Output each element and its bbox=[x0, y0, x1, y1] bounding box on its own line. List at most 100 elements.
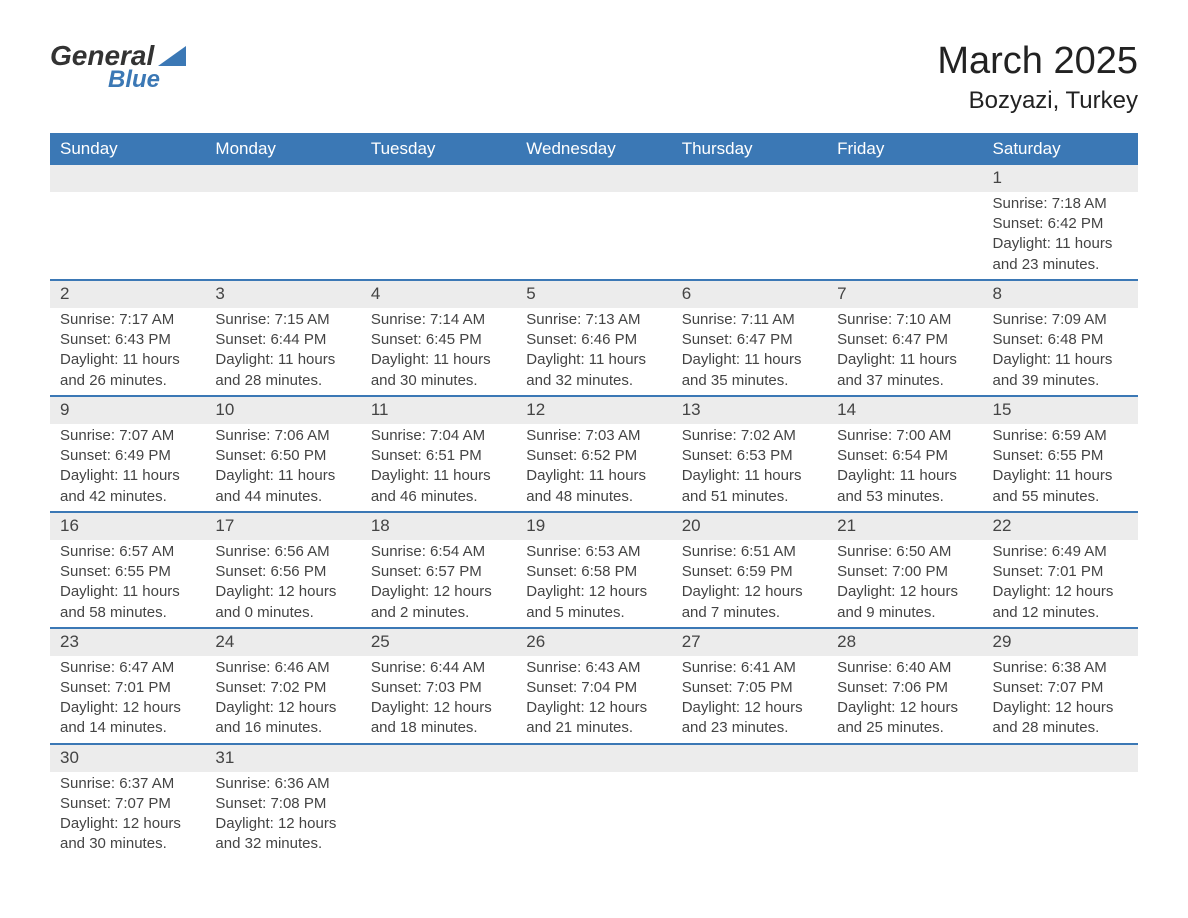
day-details: Sunrise: 7:09 AMSunset: 6:48 PMDaylight:… bbox=[983, 308, 1138, 395]
day-number bbox=[827, 745, 982, 772]
calendar-day: 18Sunrise: 6:54 AMSunset: 6:57 PMDayligh… bbox=[361, 512, 516, 628]
calendar-day: 25Sunrise: 6:44 AMSunset: 7:03 PMDayligh… bbox=[361, 628, 516, 744]
calendar-day: 7Sunrise: 7:10 AMSunset: 6:47 PMDaylight… bbox=[827, 280, 982, 396]
calendar-empty bbox=[50, 165, 205, 280]
calendar-empty bbox=[983, 744, 1138, 859]
day-details bbox=[983, 772, 1138, 778]
calendar-day: 17Sunrise: 6:56 AMSunset: 6:56 PMDayligh… bbox=[205, 512, 360, 628]
day-details: Sunrise: 7:15 AMSunset: 6:44 PMDaylight:… bbox=[205, 308, 360, 395]
calendar-row: 23Sunrise: 6:47 AMSunset: 7:01 PMDayligh… bbox=[50, 628, 1138, 744]
calendar-day: 2Sunrise: 7:17 AMSunset: 6:43 PMDaylight… bbox=[50, 280, 205, 396]
calendar-empty bbox=[827, 744, 982, 859]
day-number: 7 bbox=[827, 281, 982, 308]
calendar-row: 2Sunrise: 7:17 AMSunset: 6:43 PMDaylight… bbox=[50, 280, 1138, 396]
calendar-day: 8Sunrise: 7:09 AMSunset: 6:48 PMDaylight… bbox=[983, 280, 1138, 396]
day-number: 17 bbox=[205, 513, 360, 540]
title-month: March 2025 bbox=[937, 40, 1138, 83]
calendar-day: 28Sunrise: 6:40 AMSunset: 7:06 PMDayligh… bbox=[827, 628, 982, 744]
day-details: Sunrise: 7:13 AMSunset: 6:46 PMDaylight:… bbox=[516, 308, 671, 395]
calendar-empty bbox=[672, 744, 827, 859]
day-number: 5 bbox=[516, 281, 671, 308]
weekday-header: Wednesday bbox=[516, 133, 671, 165]
day-number: 6 bbox=[672, 281, 827, 308]
day-number bbox=[361, 165, 516, 192]
day-number: 30 bbox=[50, 745, 205, 772]
logo: General Blue bbox=[50, 40, 186, 94]
day-number: 8 bbox=[983, 281, 1138, 308]
day-details bbox=[672, 192, 827, 198]
day-details bbox=[361, 772, 516, 778]
logo-text-blue: Blue bbox=[108, 66, 160, 94]
day-number: 22 bbox=[983, 513, 1138, 540]
calendar-day: 14Sunrise: 7:00 AMSunset: 6:54 PMDayligh… bbox=[827, 396, 982, 512]
calendar-empty bbox=[516, 165, 671, 280]
day-number bbox=[50, 165, 205, 192]
calendar-table: SundayMondayTuesdayWednesdayThursdayFrid… bbox=[50, 133, 1138, 859]
day-number: 9 bbox=[50, 397, 205, 424]
calendar-body: 1Sunrise: 7:18 AMSunset: 6:42 PMDaylight… bbox=[50, 165, 1138, 859]
calendar-day: 21Sunrise: 6:50 AMSunset: 7:00 PMDayligh… bbox=[827, 512, 982, 628]
weekday-header: Tuesday bbox=[361, 133, 516, 165]
calendar-day: 11Sunrise: 7:04 AMSunset: 6:51 PMDayligh… bbox=[361, 396, 516, 512]
calendar-empty bbox=[672, 165, 827, 280]
day-number: 29 bbox=[983, 629, 1138, 656]
day-number bbox=[672, 165, 827, 192]
calendar-day: 19Sunrise: 6:53 AMSunset: 6:58 PMDayligh… bbox=[516, 512, 671, 628]
day-number: 27 bbox=[672, 629, 827, 656]
calendar-empty bbox=[205, 165, 360, 280]
logo-triangle-icon bbox=[158, 46, 186, 66]
day-details: Sunrise: 7:06 AMSunset: 6:50 PMDaylight:… bbox=[205, 424, 360, 511]
day-number: 18 bbox=[361, 513, 516, 540]
day-number bbox=[205, 165, 360, 192]
calendar-day: 5Sunrise: 7:13 AMSunset: 6:46 PMDaylight… bbox=[516, 280, 671, 396]
calendar-day: 15Sunrise: 6:59 AMSunset: 6:55 PMDayligh… bbox=[983, 396, 1138, 512]
day-number: 13 bbox=[672, 397, 827, 424]
day-details: Sunrise: 6:49 AMSunset: 7:01 PMDaylight:… bbox=[983, 540, 1138, 627]
day-details: Sunrise: 6:40 AMSunset: 7:06 PMDaylight:… bbox=[827, 656, 982, 743]
day-details: Sunrise: 7:17 AMSunset: 6:43 PMDaylight:… bbox=[50, 308, 205, 395]
weekday-header: Monday bbox=[205, 133, 360, 165]
weekday-header: Saturday bbox=[983, 133, 1138, 165]
day-details: Sunrise: 6:44 AMSunset: 7:03 PMDaylight:… bbox=[361, 656, 516, 743]
day-details bbox=[205, 192, 360, 198]
day-details: Sunrise: 6:57 AMSunset: 6:55 PMDaylight:… bbox=[50, 540, 205, 627]
day-number: 25 bbox=[361, 629, 516, 656]
day-details bbox=[50, 192, 205, 198]
day-details: Sunrise: 6:59 AMSunset: 6:55 PMDaylight:… bbox=[983, 424, 1138, 511]
day-number bbox=[361, 745, 516, 772]
day-number: 31 bbox=[205, 745, 360, 772]
day-number: 14 bbox=[827, 397, 982, 424]
weekday-header: Sunday bbox=[50, 133, 205, 165]
day-number bbox=[516, 165, 671, 192]
calendar-day: 4Sunrise: 7:14 AMSunset: 6:45 PMDaylight… bbox=[361, 280, 516, 396]
day-number: 4 bbox=[361, 281, 516, 308]
calendar-day: 6Sunrise: 7:11 AMSunset: 6:47 PMDaylight… bbox=[672, 280, 827, 396]
day-details: Sunrise: 6:50 AMSunset: 7:00 PMDaylight:… bbox=[827, 540, 982, 627]
title-block: March 2025 Bozyazi, Turkey bbox=[937, 40, 1138, 115]
calendar-row: 30Sunrise: 6:37 AMSunset: 7:07 PMDayligh… bbox=[50, 744, 1138, 859]
calendar-empty bbox=[827, 165, 982, 280]
day-number bbox=[827, 165, 982, 192]
day-number bbox=[516, 745, 671, 772]
day-details bbox=[827, 772, 982, 778]
day-details: Sunrise: 7:11 AMSunset: 6:47 PMDaylight:… bbox=[672, 308, 827, 395]
weekday-header: Thursday bbox=[672, 133, 827, 165]
day-details: Sunrise: 6:46 AMSunset: 7:02 PMDaylight:… bbox=[205, 656, 360, 743]
weekday-header-row: SundayMondayTuesdayWednesdayThursdayFrid… bbox=[50, 133, 1138, 165]
day-details: Sunrise: 7:18 AMSunset: 6:42 PMDaylight:… bbox=[983, 192, 1138, 279]
day-details bbox=[516, 772, 671, 778]
day-number: 11 bbox=[361, 397, 516, 424]
calendar-day: 27Sunrise: 6:41 AMSunset: 7:05 PMDayligh… bbox=[672, 628, 827, 744]
day-details: Sunrise: 6:51 AMSunset: 6:59 PMDaylight:… bbox=[672, 540, 827, 627]
day-number: 3 bbox=[205, 281, 360, 308]
calendar-row: 9Sunrise: 7:07 AMSunset: 6:49 PMDaylight… bbox=[50, 396, 1138, 512]
calendar-day: 29Sunrise: 6:38 AMSunset: 7:07 PMDayligh… bbox=[983, 628, 1138, 744]
day-details: Sunrise: 6:43 AMSunset: 7:04 PMDaylight:… bbox=[516, 656, 671, 743]
weekday-header: Friday bbox=[827, 133, 982, 165]
calendar-day: 1Sunrise: 7:18 AMSunset: 6:42 PMDaylight… bbox=[983, 165, 1138, 280]
calendar-day: 22Sunrise: 6:49 AMSunset: 7:01 PMDayligh… bbox=[983, 512, 1138, 628]
day-details: Sunrise: 6:53 AMSunset: 6:58 PMDaylight:… bbox=[516, 540, 671, 627]
calendar-day: 30Sunrise: 6:37 AMSunset: 7:07 PMDayligh… bbox=[50, 744, 205, 859]
day-number: 12 bbox=[516, 397, 671, 424]
calendar-empty bbox=[516, 744, 671, 859]
